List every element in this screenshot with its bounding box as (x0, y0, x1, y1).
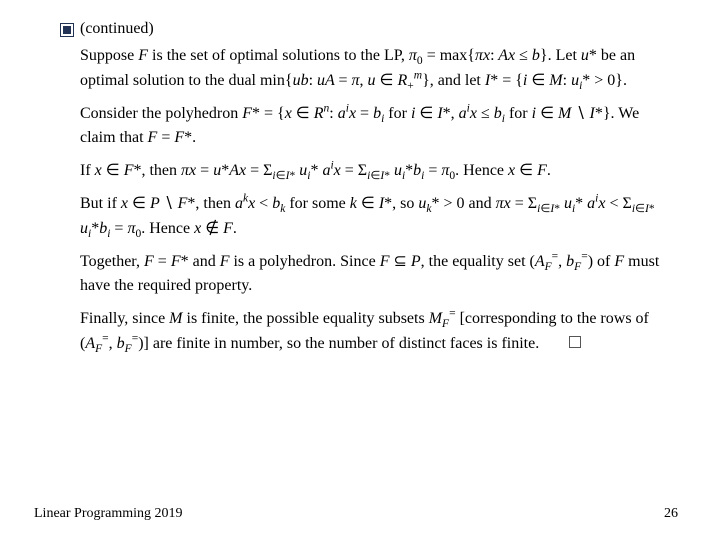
text: , so (392, 195, 418, 212)
math-FeqFstar: F = F* (148, 129, 193, 146)
text: . (623, 72, 627, 89)
math-dualmin: min{ub: uA = π, u ∈ R+m} (260, 72, 430, 89)
text: . (548, 47, 552, 64)
text: . (233, 220, 237, 237)
text: , the equality set (421, 253, 530, 270)
math-chain1: πx = u*Ax = Σi∈I* ui* aix = Σi∈I* ui*bi … (181, 162, 455, 179)
text: Let (556, 47, 581, 64)
math-xinPminF: x ∈ P ∖ F* (121, 195, 196, 212)
math-rows: (AF=, bF=) (80, 335, 144, 352)
text: , then (195, 195, 235, 212)
text: for some (285, 195, 349, 212)
math-ukgt0: uk* > 0 (418, 195, 464, 212)
text: . Hence (141, 220, 194, 237)
text: . (547, 162, 551, 179)
text: But if (80, 195, 121, 212)
text: . (192, 129, 196, 146)
para-2: Consider the polyhedron F* = {x ∈ Rn: ai… (80, 102, 670, 152)
math-MFeq: MF= (429, 310, 456, 327)
text: Suppose (80, 47, 138, 64)
text: is a polyhedron. Since (229, 253, 379, 270)
para-1: Suppose F is the set of optimal solution… (80, 44, 670, 94)
math-ustar: u* (581, 47, 597, 64)
para-6: Finally, since M is finite, the possible… (80, 307, 670, 357)
slide-body: Suppose F is the set of optimal solution… (80, 44, 670, 357)
math-Fstardef: F* = {x ∈ Rn: aix = bi for i ∈ I*, aix ≤… (242, 105, 610, 122)
bullet-row: (continued) (60, 20, 670, 38)
text: is finite, the possible equality subsets (183, 310, 429, 327)
math-xinFstar: x ∈ F* (95, 162, 142, 179)
square-bullet-icon (60, 23, 74, 37)
math-eqset: (AF=, bF=) (530, 253, 594, 270)
para-5: Together, F = F* and F is a polyhedron. … (80, 250, 670, 300)
footer-left: Linear Programming 2019 (34, 506, 183, 522)
page-number: 26 (664, 506, 678, 522)
text: , and let (430, 72, 485, 89)
math-pi0: π0 = max{πx: Ax ≤ b} (409, 47, 548, 64)
text: of (593, 253, 614, 270)
text: ] are finite in number, so the number of… (144, 335, 540, 352)
slide: (continued) Suppose F is the set of opti… (0, 0, 720, 540)
text: and (189, 253, 220, 270)
text: , then (141, 162, 181, 179)
text: Consider the polyhedron (80, 105, 242, 122)
text: Finally, since (80, 310, 169, 327)
math-F3: F (614, 253, 624, 270)
math-F: F (138, 47, 148, 64)
math-M: M (169, 310, 182, 327)
text: and (465, 195, 496, 212)
math-FeqFstar2: F = F* (144, 253, 189, 270)
text: [corresponding to the rows of (456, 310, 649, 327)
math-FsubP: F ⊆ P (380, 253, 421, 270)
qed-box-icon (569, 336, 581, 348)
math-xinF: x ∈ F (508, 162, 547, 179)
math-aklt: akx < bk (235, 195, 285, 212)
continued-label: (continued) (80, 20, 154, 38)
text: is the set of optimal solutions to the L… (148, 47, 409, 64)
para-3: If x ∈ F*, then πx = u*Ax = Σi∈I* ui* ai… (80, 159, 670, 184)
text: . Hence (455, 162, 508, 179)
math-xnotinF: x ∉ F (194, 220, 233, 237)
para-4: But if x ∈ P ∖ F*, then akx < bk for som… (80, 192, 670, 242)
math-Istar: I* = {i ∈ M: ui* > 0} (485, 72, 623, 89)
math-kinIstar: k ∈ I* (350, 195, 392, 212)
text: Together, (80, 253, 144, 270)
text: If (80, 162, 95, 179)
